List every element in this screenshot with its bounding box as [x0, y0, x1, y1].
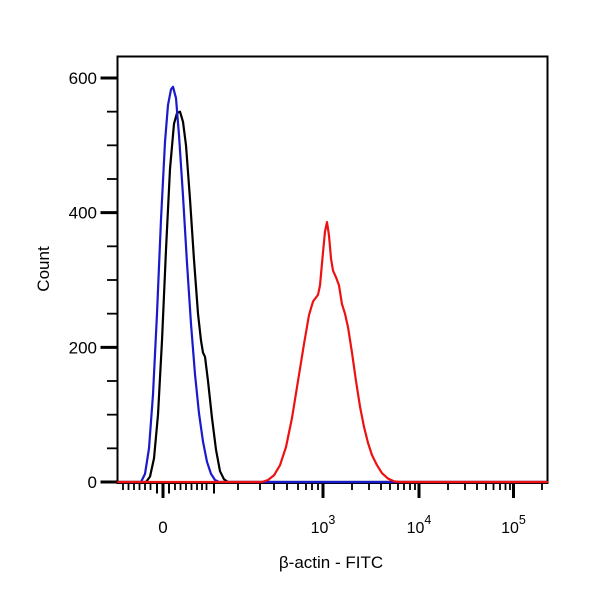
y-axis-title: Count [34, 246, 53, 292]
histogram-curve-1a1acc [116, 85, 549, 484]
histogram-curve-000000 [116, 110, 549, 484]
y-axis-tick-labels: 600 400 200 0 [69, 69, 97, 492]
y-tick-label: 600 [69, 69, 97, 88]
x-axis-tick-labels: 0 103 104 105 [158, 513, 526, 537]
x-axis-title: β-actin - FITC [279, 553, 383, 572]
y-tick-label: 400 [69, 204, 97, 223]
x-tick-label: 103 [311, 513, 336, 537]
x-tick-label: 104 [407, 513, 432, 537]
y-axis-ticks [100, 76, 117, 484]
x-tick-label: 105 [501, 513, 526, 537]
x-tick-label: 0 [158, 518, 167, 537]
y-tick-label: 0 [88, 473, 97, 492]
x-axis-ticks [122, 483, 543, 498]
histogram-curve-ee1111 [116, 221, 549, 484]
histogram-curves [116, 85, 549, 484]
y-tick-label: 200 [69, 338, 97, 357]
